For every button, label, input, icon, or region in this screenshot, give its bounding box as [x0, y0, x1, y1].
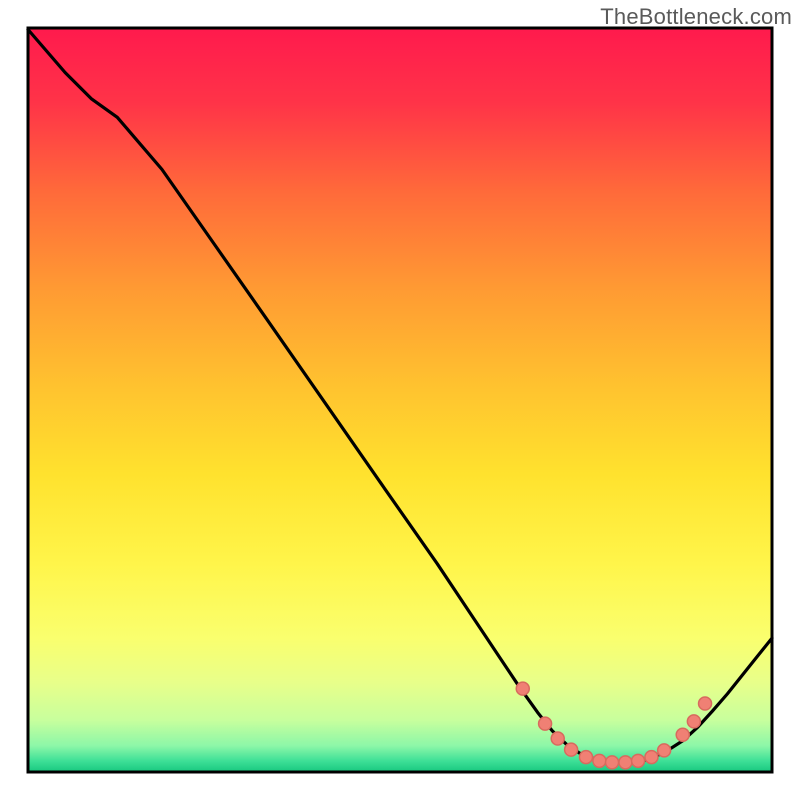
bottleneck-curve-chart [0, 0, 800, 800]
data-marker [699, 697, 712, 710]
data-marker [565, 743, 578, 756]
chart-container: TheBottleneck.com [0, 0, 800, 800]
data-marker [593, 754, 606, 767]
gradient-background [28, 28, 772, 772]
data-marker [619, 756, 632, 769]
data-marker [658, 744, 671, 757]
data-marker [645, 751, 658, 764]
data-marker [516, 682, 529, 695]
data-marker [551, 732, 564, 745]
data-marker [676, 728, 689, 741]
data-marker [687, 715, 700, 728]
data-marker [580, 751, 593, 764]
data-marker [632, 754, 645, 767]
watermark-text: TheBottleneck.com [600, 4, 792, 30]
data-marker [606, 756, 619, 769]
data-marker [539, 717, 552, 730]
